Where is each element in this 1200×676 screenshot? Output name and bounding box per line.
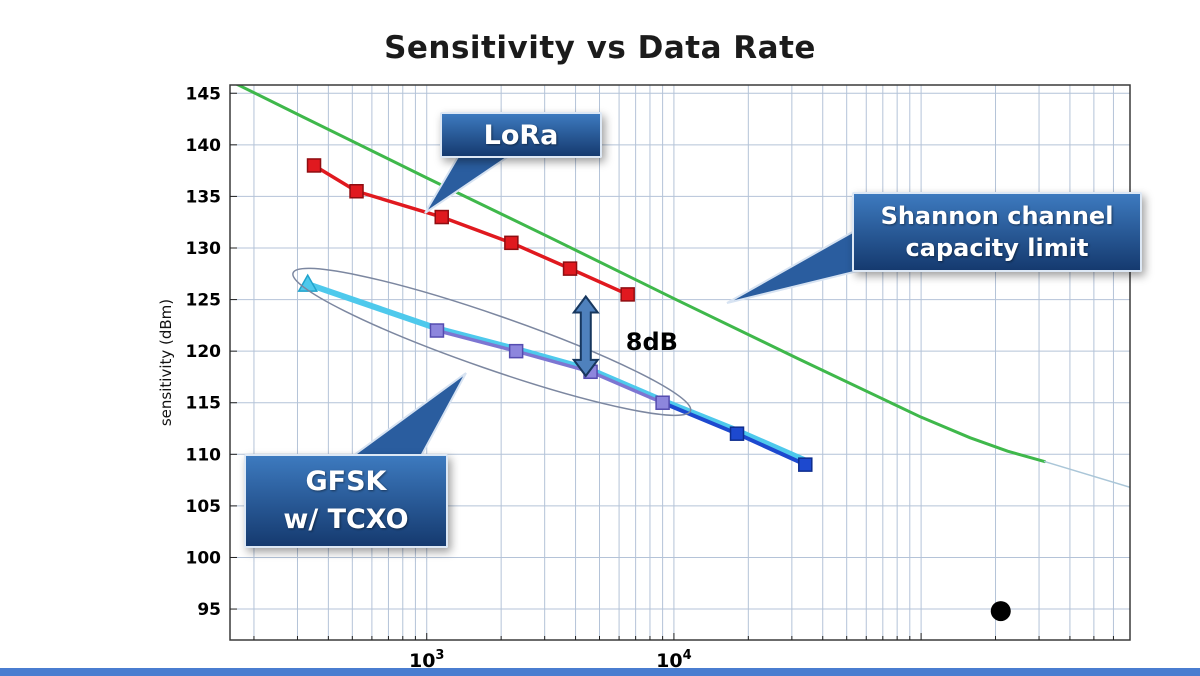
marker-gfsk-w-tcxo xyxy=(655,395,670,410)
callout-gfsk-line1: GFSK xyxy=(305,466,387,498)
callout-lora-label: LoRa xyxy=(483,119,559,151)
callout-lora: LoRa xyxy=(440,112,602,158)
y-tick-label: 120 xyxy=(186,342,222,362)
callout-shannon-line2: capacity limit xyxy=(905,234,1089,262)
marker-lora xyxy=(620,287,635,302)
marker-lora xyxy=(306,158,322,173)
gfsk-highlight-ellipse xyxy=(292,267,692,417)
marker-gfsk-w-tcxo xyxy=(429,323,445,338)
callout-gfsk: GFSK w/ TCXO xyxy=(244,454,448,548)
chart-title: Sensitivity vs Data Rate xyxy=(384,30,816,66)
x-tick-label: 104 xyxy=(656,648,692,672)
marker-lora xyxy=(349,184,364,199)
plot-border xyxy=(229,84,1131,641)
callout-shannon-line1: Shannon channel xyxy=(880,201,1114,230)
y-tick-label: 115 xyxy=(186,394,222,414)
y-tick-label: 145 xyxy=(186,84,222,104)
series-gfsk-w-tcxo xyxy=(435,328,665,405)
black-dot xyxy=(990,601,1011,622)
axis-ticks xyxy=(230,92,1114,640)
y-tick-label: 125 xyxy=(186,291,222,311)
marker-gfsk-w-tcxo xyxy=(508,343,524,359)
y-axis-label: sensitivity (dBm) xyxy=(157,299,175,426)
series-shannon-channel-capacity-limit xyxy=(234,85,1047,464)
bottom-accent-bar xyxy=(0,668,1200,676)
marker-gfsk-w-tcxo-high-rate xyxy=(798,457,813,472)
callout-gfsk-line2: w/ TCXO xyxy=(283,504,409,535)
y-tick-label: 140 xyxy=(186,136,222,156)
y-tick-label: 110 xyxy=(186,445,222,465)
y-tick-label: 100 xyxy=(186,548,222,568)
y-tick-label: 135 xyxy=(186,187,222,207)
series-shannon-limit-extension xyxy=(1043,460,1130,489)
callout-shannon: Shannon channel capacity limit xyxy=(852,192,1142,272)
marker-lora xyxy=(504,235,519,251)
marker-lora xyxy=(434,209,449,225)
marker-lora xyxy=(562,261,578,276)
y-tick-label: 95 xyxy=(197,600,221,620)
x-tick-label: 103 xyxy=(409,648,445,672)
marker-gfsk-w-tcxo-high-rate xyxy=(729,426,745,441)
gap-arrow xyxy=(571,294,600,378)
plot-area xyxy=(230,85,1130,640)
y-tick-label: 130 xyxy=(186,239,222,259)
tick-labels: 95 100 105 110 115 120 125 130 135 140 145 103 104 xyxy=(186,84,692,672)
y-tick-label: 105 xyxy=(186,497,222,517)
gap-label: 8dB xyxy=(626,328,678,356)
